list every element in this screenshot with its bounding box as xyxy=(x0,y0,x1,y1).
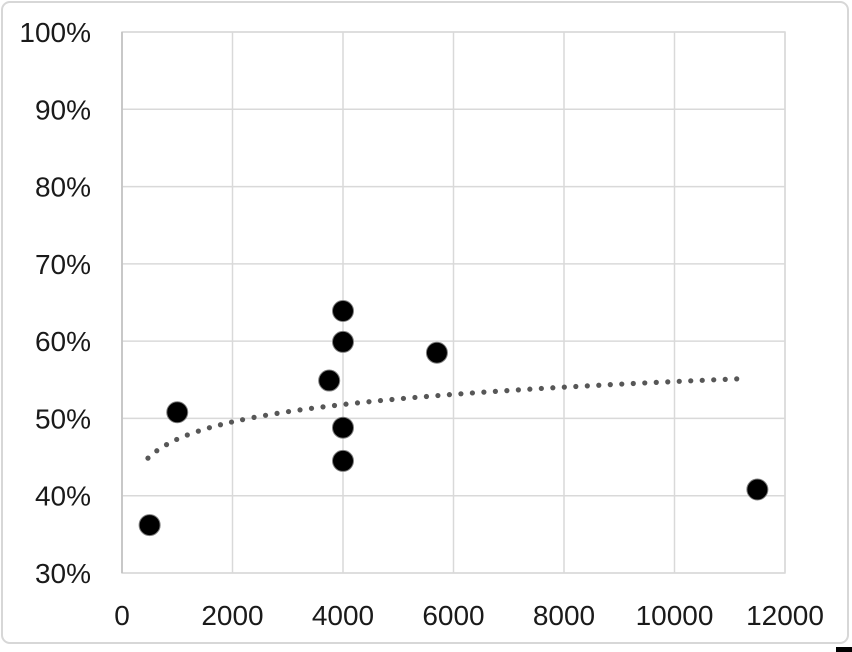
trendline-dot xyxy=(665,379,671,385)
trendline-dot xyxy=(722,376,728,382)
x-axis-tick-label: 6000 xyxy=(422,600,484,631)
trendline-dot xyxy=(423,393,430,400)
trendline-dot xyxy=(331,402,338,409)
corner-artifact xyxy=(836,647,852,652)
y-axis-tick-label: 100% xyxy=(19,17,91,48)
trendline-dot xyxy=(366,399,372,405)
x-axis-tick-label: 2000 xyxy=(201,600,263,631)
trendline-dot xyxy=(619,381,625,387)
trendline-dot xyxy=(699,377,705,383)
trendline-dot xyxy=(527,386,533,392)
trendline-dot xyxy=(711,377,717,383)
x-axis-tick-label: 12000 xyxy=(746,600,824,631)
y-axis-tick-label: 50% xyxy=(35,403,91,434)
trendline-dot xyxy=(163,442,170,448)
trendline-dot xyxy=(297,407,303,413)
trendline-dot xyxy=(320,404,326,410)
trendline-dot xyxy=(446,392,453,398)
trendline-dot xyxy=(469,390,475,396)
y-axis-tick-label: 80% xyxy=(35,172,91,203)
trendline-dot xyxy=(688,378,694,384)
y-axis-tick-label: 90% xyxy=(35,94,91,125)
y-axis-tick-label: 60% xyxy=(35,326,91,357)
y-axis-tick-label: 30% xyxy=(35,558,91,589)
trendline-dot xyxy=(377,397,384,404)
trendline-dot xyxy=(607,382,613,388)
x-axis-tick-label: 10000 xyxy=(636,600,714,631)
trendline-dot xyxy=(504,388,510,394)
data-point xyxy=(166,401,189,424)
trendline-dot xyxy=(561,384,567,390)
trendline-dot xyxy=(481,389,487,395)
data-point xyxy=(318,369,341,392)
trendline-dot xyxy=(262,412,269,418)
trendline-dot xyxy=(630,380,636,387)
trendline-dot xyxy=(308,405,315,411)
trendline-dot xyxy=(285,408,292,415)
y-axis-tick-label: 40% xyxy=(35,481,91,512)
trendline-dot xyxy=(195,428,201,434)
data-point xyxy=(332,330,354,353)
trendline-dot xyxy=(550,385,556,391)
data-point xyxy=(425,341,448,364)
data-point xyxy=(746,478,769,501)
data-point xyxy=(138,514,161,537)
trendline-dot xyxy=(354,400,361,406)
data-point xyxy=(332,416,354,439)
trendline-dot xyxy=(515,387,521,393)
x-axis-tick-label: 4000 xyxy=(312,600,374,631)
trendline-dot xyxy=(538,385,544,392)
trendline-dot xyxy=(251,414,257,420)
trendline-dot xyxy=(217,422,224,428)
trendline-dot xyxy=(389,396,395,403)
trendline-dot xyxy=(676,378,682,384)
trendline-dot xyxy=(174,436,180,443)
trendline-dot xyxy=(154,448,160,454)
trendline-dot xyxy=(184,432,190,438)
x-axis-tick-label: 0 xyxy=(114,600,130,631)
y-axis-tick-label: 70% xyxy=(35,249,91,280)
data-point xyxy=(332,449,354,472)
trendline-dot xyxy=(239,417,246,423)
trendline-dot xyxy=(274,410,280,416)
data-point xyxy=(332,300,354,323)
trendline-dot xyxy=(596,382,602,388)
trendline-dot xyxy=(400,395,407,402)
trendline-dot xyxy=(343,401,349,407)
trendline-dot xyxy=(228,419,235,425)
x-axis-tick-label: 8000 xyxy=(533,600,595,631)
trendline-dot xyxy=(734,376,740,382)
trendline-dot xyxy=(412,394,418,401)
trendline-dot xyxy=(458,391,464,397)
trendline-dot xyxy=(435,392,441,399)
trendline-dot xyxy=(653,379,659,385)
trendline-dot xyxy=(145,455,151,461)
trendline-dot xyxy=(492,388,498,394)
trendline-dot xyxy=(573,383,579,390)
trendline-dot xyxy=(206,425,213,431)
trendline-dot xyxy=(642,380,648,386)
trendline-dot xyxy=(584,383,590,389)
